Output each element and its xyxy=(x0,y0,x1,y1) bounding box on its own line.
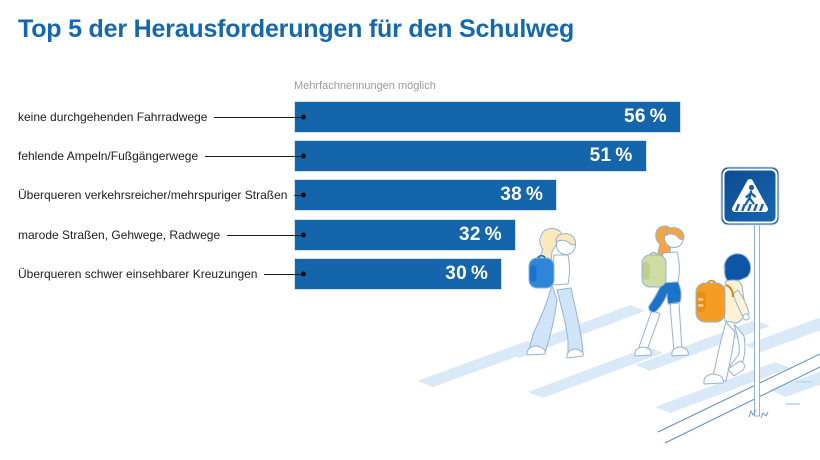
bar-value: 56 % xyxy=(623,106,667,127)
zebra-stripe xyxy=(505,305,645,358)
chart-note: Mehrfachnennungen möglich xyxy=(294,80,436,92)
bar-row: marode Straßen, Gehwege, Radwege 32 % xyxy=(0,220,820,250)
zebra-stripe xyxy=(770,371,820,397)
bar: 56 % xyxy=(295,102,680,132)
leader-dot xyxy=(301,114,306,120)
category-label: keine durchgehenden Fahrradwege xyxy=(18,110,208,124)
leader-line xyxy=(205,155,295,157)
shoe xyxy=(566,348,584,359)
category-label: Überqueren schwer einsehbarer Kreuzungen xyxy=(18,267,258,281)
zebra-stripe xyxy=(635,320,770,371)
shoe xyxy=(671,346,689,357)
bar: 32 % xyxy=(295,220,515,250)
hand xyxy=(742,313,750,321)
category-label: marode Straßen, Gehwege, Radwege xyxy=(18,228,221,242)
pants-leg-front xyxy=(711,321,736,382)
bar-value: 32 % xyxy=(458,224,502,245)
bar-value: 51 % xyxy=(589,145,633,166)
leader-line xyxy=(214,116,295,118)
shoe xyxy=(526,345,546,356)
zebra-stripe xyxy=(745,317,820,352)
shoe xyxy=(634,346,652,357)
backpack-handle xyxy=(537,255,546,259)
backpack-pocket xyxy=(696,292,706,312)
category-label: Überqueren verkehrsreicher/mehrspuriger … xyxy=(18,188,288,202)
bar-row: Überqueren verkehrsreicher/mehrspuriger … xyxy=(0,180,820,210)
page-title: Top 5 der Herausforderungen für den Schu… xyxy=(18,15,575,43)
leader-dot xyxy=(301,192,306,198)
bar-row: Überqueren schwer einsehbarer Kreuzungen… xyxy=(0,259,820,289)
backpack-stripe xyxy=(698,298,704,301)
leg-back xyxy=(637,309,661,354)
leader-dot xyxy=(301,153,306,159)
leader-dot xyxy=(301,232,306,238)
leader-line xyxy=(264,273,295,275)
curb-lines xyxy=(657,353,820,444)
pants-leg-back xyxy=(729,323,746,372)
bar: 51 % xyxy=(295,141,646,171)
bar-value: 38 % xyxy=(500,184,544,205)
sign-pole xyxy=(754,221,760,417)
leader-line xyxy=(227,234,295,236)
pants-leg-front xyxy=(556,287,584,356)
category-label: fehlende Ampeln/Fußgängerwege xyxy=(18,149,199,163)
zebra-stripe xyxy=(655,362,790,413)
zebra-stripe xyxy=(528,347,663,398)
bar-value: 30 % xyxy=(445,263,489,284)
shoe-toe-off xyxy=(727,360,745,377)
bar: 30 % xyxy=(295,259,502,289)
bar-row: fehlende Ampeln/Fußgängerwege 51 % xyxy=(0,141,820,171)
shoe xyxy=(703,373,724,385)
curb-line xyxy=(664,366,820,444)
arm xyxy=(732,289,750,318)
leg-front xyxy=(669,302,683,353)
road-marks xyxy=(786,381,812,405)
backpack-handle xyxy=(649,252,658,256)
backpack-stripe xyxy=(698,304,704,307)
bar: 38 % xyxy=(295,180,557,210)
zebra-stripes xyxy=(417,305,820,413)
leader-dot xyxy=(301,271,306,277)
grass-icon xyxy=(748,409,769,419)
curb-line xyxy=(657,353,820,433)
bar-row: keine durchgehenden Fahrradwege 56 % xyxy=(0,102,820,132)
zebra-stripe xyxy=(417,341,543,387)
pants-leg-back xyxy=(528,284,558,354)
